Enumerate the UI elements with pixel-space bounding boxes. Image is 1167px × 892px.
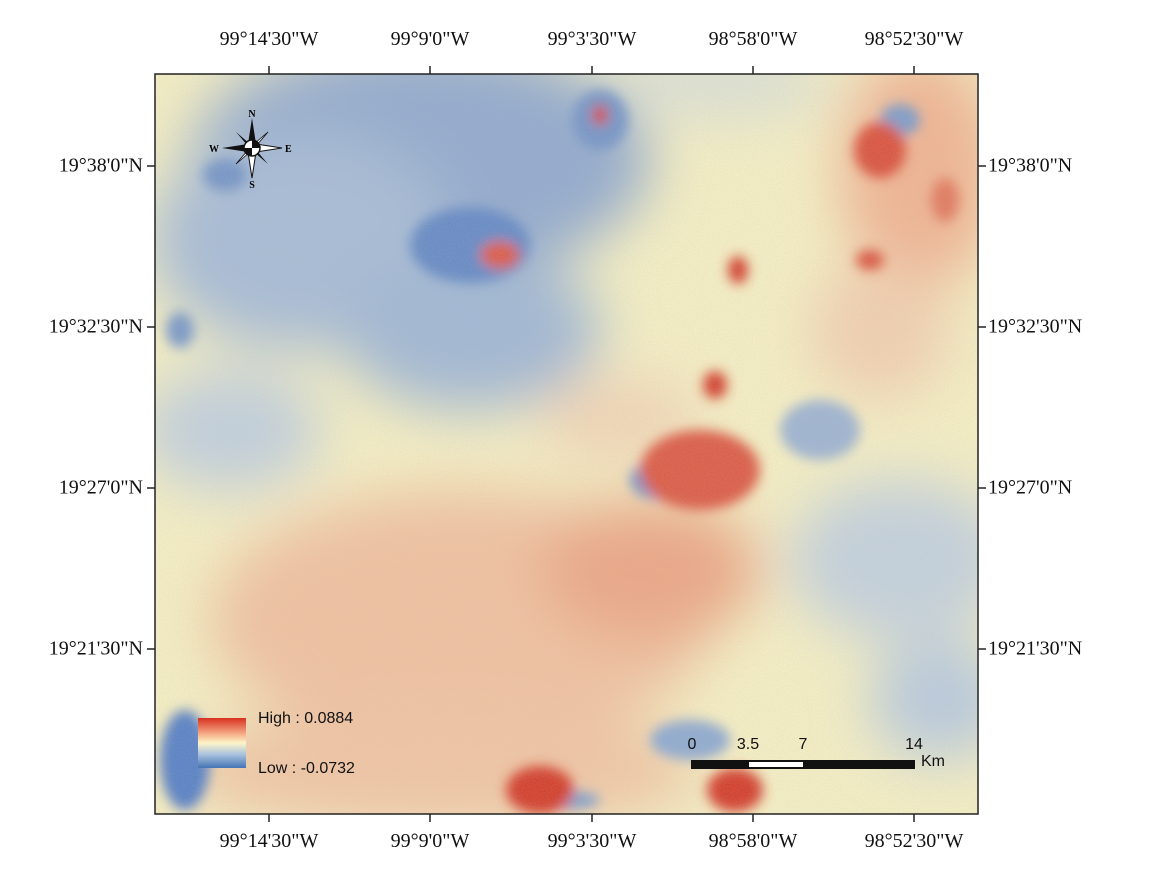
left-lat-label: 19°27'0"N [58,476,143,499]
bottom-lon-label: 99°9'0"W [390,830,470,852]
compass-rose-icon: N S E W [209,109,292,191]
right-lat-label: 19°27'0"N [988,476,1073,499]
compass-w-label: W [209,144,219,155]
legend-color-ramp [198,718,246,768]
right-lat-label: 19°32'30"N [988,315,1083,338]
left-lat-label: 19°32'30"N [48,315,143,338]
scale-bar [691,760,915,769]
top-lon-label: 98°58'0"W [708,28,798,50]
bottom-lon-label: 99°3'30"W [547,830,637,852]
bottom-lon-label: 98°52'30"W [864,830,964,852]
bottom-lon-label: 99°14'30"W [219,830,319,852]
legend-low-label: Low : -0.0732 [258,760,355,777]
bottom-lon-label: 98°58'0"W [708,830,798,852]
compass-n-label: N [248,109,256,120]
top-lon-label: 99°9'0"W [390,28,470,50]
left-lat-label: 19°38'0"N [58,154,143,177]
top-lon-label: 99°3'30"W [547,28,637,50]
compass-s-label: S [249,180,255,191]
scale-label: 14 [905,736,923,753]
left-lat-label: 19°21'30"N [48,637,143,660]
compass-e-label: E [285,144,292,155]
right-lat-label: 19°38'0"N [988,154,1073,177]
scale-label: 7 [798,736,808,753]
graticule-ticks [147,66,986,822]
top-lon-label: 99°14'30"W [219,28,319,50]
scale-label: 0 [687,736,697,753]
scale-label: 3.5 [736,736,760,753]
raster-map [155,74,978,814]
legend-high-label: High : 0.0884 [258,710,354,727]
map-frame [154,73,979,815]
scale-unit-label: Km [921,753,945,770]
top-lon-label: 98°52'30"W [864,28,964,50]
right-lat-label: 19°21'30"N [988,637,1083,660]
